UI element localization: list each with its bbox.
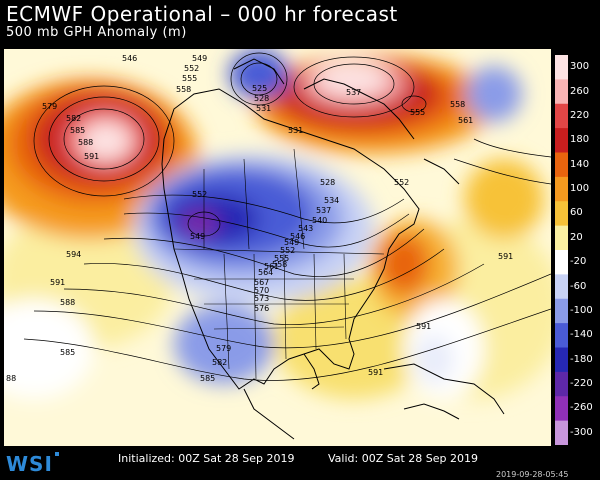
contour-label: 543: [298, 224, 313, 233]
contour-label: 552: [280, 246, 295, 255]
contour-label: 549: [284, 238, 299, 247]
contour-label: 555: [182, 74, 197, 83]
colorbar-tick-label: -260: [570, 402, 593, 414]
contour-label: 546: [122, 54, 137, 63]
logo-dot-icon: [54, 452, 59, 456]
colorbar: [555, 55, 568, 445]
colorbar-segment: [555, 55, 568, 80]
contour-label: 534: [324, 196, 339, 205]
contour-label: 582: [212, 358, 227, 367]
map-subtitle: 500 mb GPH Anomaly (m): [6, 25, 187, 40]
contour-label: 549: [190, 232, 205, 241]
colorbar-tick-label: 220: [570, 109, 590, 121]
colorbar-segment: [555, 274, 568, 300]
contour-label: 525: [252, 84, 267, 93]
colorbar-segment: [555, 298, 568, 324]
colorbar-tick-label: 60: [570, 207, 583, 219]
colorbar-tick-label: -220: [570, 378, 593, 390]
contour-labels: 546 5495525555585795825855885915255285315…: [6, 54, 513, 383]
contour-label: 591: [50, 278, 65, 287]
anomaly-field: [4, 49, 551, 399]
map-title: ECMWF Operational – 000 hr forecast: [6, 2, 398, 26]
contour-label: 546: [290, 232, 305, 241]
contour-label: 531: [256, 104, 271, 113]
contour-label: 561: [264, 262, 279, 271]
colorbar-tick-label: -140: [570, 329, 593, 341]
contour-label: 558: [450, 100, 465, 109]
image-timestamp: 2019-09-28-05:45: [496, 470, 569, 479]
contour-label: 537: [316, 206, 331, 215]
colorbar-tick-label: 260: [570, 85, 590, 97]
contour-label: 558: [176, 85, 191, 94]
contour-label: 591: [368, 368, 383, 377]
colorbar-tick-label: 140: [570, 158, 590, 170]
contour-label: 588: [60, 298, 75, 307]
contour-label: 552: [192, 190, 207, 199]
contour-label: 567: [254, 278, 269, 287]
contour-label: 594: [66, 250, 81, 259]
contour-label: 552: [394, 178, 409, 187]
wsi-logo: WSI: [6, 452, 59, 476]
colorbar-segment: [555, 347, 568, 373]
contour-label: 591: [498, 252, 513, 261]
colorbar-tick-label: -100: [570, 304, 593, 316]
contour-label: 585: [70, 126, 85, 135]
political-borders: [173, 148, 385, 380]
contour-label: 88: [6, 374, 16, 383]
colorbar-segment: [555, 371, 568, 397]
colorbar-tick-label: -300: [570, 426, 593, 438]
contour-label: 591: [84, 152, 99, 161]
contour-label: 549: [192, 54, 207, 63]
colorbar-segment: [555, 201, 568, 227]
colorbar-segment: [555, 79, 568, 105]
contour-label: 558: [272, 260, 287, 269]
colorbar-segment: [555, 176, 568, 202]
colorbar-ticks: 300 260 220 180 140 100 60 20 -20 -60 -100 -140 -180…: [570, 55, 600, 445]
contour-label: 537: [346, 88, 361, 97]
contour-label: 573: [254, 294, 269, 303]
colorbar-tick-label: -180: [570, 353, 593, 365]
colorbar-segment: [555, 420, 568, 445]
colorbar-segment: [555, 225, 568, 251]
contour-label: 579: [216, 344, 231, 353]
colorbar-tick-label: -20: [570, 256, 587, 268]
contour-label: 591: [416, 322, 431, 331]
height-contours: [23, 52, 551, 381]
colorbar-segment: [555, 250, 568, 275]
contour-label: 588: [78, 138, 93, 147]
valid-time: Valid: 00Z Sat 28 Sep 2019: [328, 452, 478, 465]
colorbar-tick-label: 100: [570, 183, 590, 195]
contour-label: 555: [410, 108, 425, 117]
colorbar-segment: [555, 396, 568, 422]
contour-label: 528: [320, 178, 335, 187]
colorbar-tick-label: 300: [570, 61, 590, 73]
contour-label: 552: [184, 64, 199, 73]
logo-text: WSI: [6, 452, 53, 476]
initialized-time: Initialized: 00Z Sat 28 Sep 2019: [118, 452, 295, 465]
coastlines: [161, 58, 505, 440]
contour-label: 579: [42, 102, 57, 111]
contour-label: 585: [200, 374, 215, 383]
colorbar-segment: [555, 152, 568, 178]
contour-label: 561: [458, 116, 473, 125]
contour-label: 528: [254, 94, 269, 103]
contour-label: 564: [258, 268, 273, 277]
forecast-map: 546 5495525555585795825855885915255285315…: [4, 49, 551, 446]
contour-label: 582: [66, 114, 81, 123]
contour-label: 540: [312, 216, 327, 225]
contour-label: 531: [288, 126, 303, 135]
colorbar-tick-label: -60: [570, 280, 587, 292]
colorbar-segment: [555, 323, 568, 348]
colorbar-tick-label: 180: [570, 134, 590, 146]
contour-label: 555: [274, 254, 289, 263]
contour-label: 570: [254, 286, 269, 295]
colorbar-segment: [555, 103, 568, 129]
contour-label: 576: [254, 304, 269, 313]
colorbar-segment: [555, 128, 568, 153]
contour-label: 585: [60, 348, 75, 357]
colorbar-tick-label: 20: [570, 231, 583, 243]
